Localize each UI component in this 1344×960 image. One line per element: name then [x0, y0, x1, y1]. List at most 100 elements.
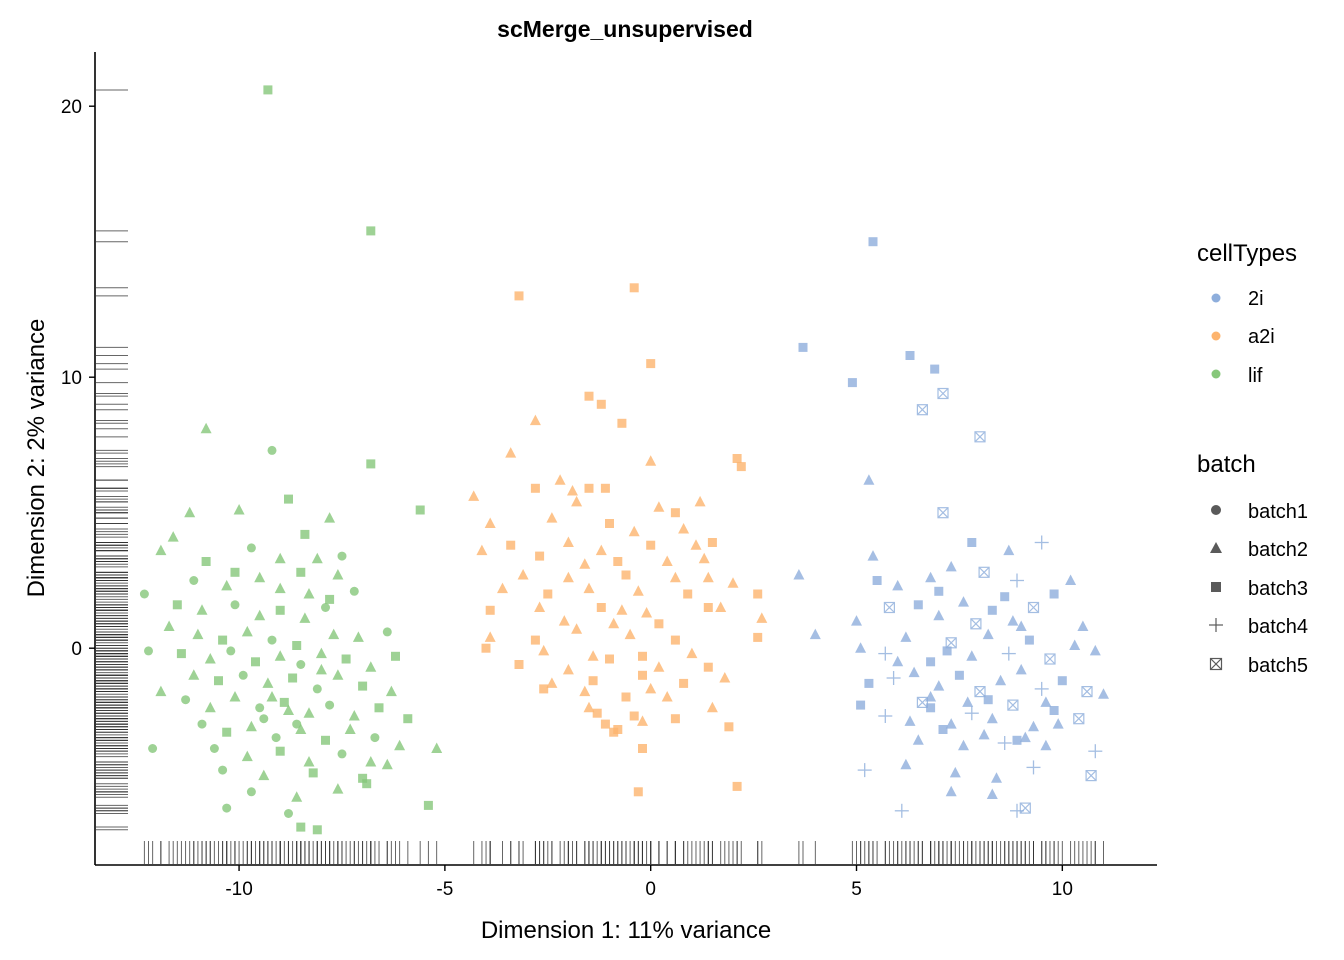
point-2i-plus [1026, 760, 1041, 775]
point-2i-plus [886, 671, 901, 685]
point-lif-triangle [196, 604, 208, 615]
point-2i-boxx [945, 637, 957, 649]
point-lif-circle [209, 744, 219, 753]
point-a2i-triangle [645, 455, 657, 466]
point-2i-boxx [1019, 802, 1031, 814]
point-2i-plus [1010, 573, 1024, 588]
point-lif-triangle [262, 677, 274, 688]
point-lif-square [176, 649, 186, 659]
point-lif-circle [292, 719, 302, 729]
point-a2i-square [588, 676, 598, 686]
point-2i-plus [997, 736, 1012, 750]
point-a2i-square [732, 454, 742, 463]
point-a2i-triangle [505, 447, 517, 458]
point-a2i-square [670, 635, 680, 645]
point-a2i-triangle [534, 601, 546, 612]
point-a2i-square [600, 719, 610, 729]
point-a2i-triangle [587, 650, 599, 661]
legend-label-batch1: batch1 [1248, 501, 1308, 523]
point-a2i-square [596, 603, 606, 612]
point-lif-triangle [241, 750, 253, 762]
point-lif-triangle [352, 631, 364, 642]
legend-swatch-lif [1211, 369, 1221, 379]
point-lif-triangle [324, 512, 336, 523]
point-lif-triangle [303, 588, 315, 599]
point-2i-triangle [986, 712, 998, 724]
point-a2i-triangle [756, 612, 768, 623]
x-tick-label: 10 [1052, 879, 1073, 900]
point-lif-square [201, 557, 211, 566]
point-a2i-triangle [484, 631, 496, 642]
point-lif-square [312, 825, 322, 835]
point-lif-square [172, 600, 182, 610]
point-lif-square [218, 635, 228, 645]
point-2i-square [1057, 676, 1067, 686]
point-a2i-triangle [616, 604, 628, 615]
point-a2i-triangle [694, 495, 706, 507]
point-lif-circle [222, 803, 232, 813]
point-2i-plus [964, 706, 979, 721]
point-lif-triangle [184, 506, 196, 518]
point-2i-square [987, 605, 997, 615]
point-2i-plus [878, 709, 893, 723]
point-lif-triangle [303, 756, 315, 767]
point-lif-triangle [221, 579, 233, 591]
point-2i-boxx [916, 404, 929, 416]
point-2i-triangle [793, 569, 805, 580]
point-2i-boxx [1085, 769, 1097, 782]
point-a2i-triangle [608, 617, 620, 629]
legend-label-lif: lif [1248, 365, 1263, 387]
point-a2i-square [679, 678, 689, 688]
point-lif-triangle [274, 552, 286, 564]
point-lif-triangle [163, 620, 175, 631]
point-2i-square [868, 237, 878, 247]
point-lif-triangle [200, 422, 212, 434]
point-a2i-square [514, 660, 524, 669]
point-lif-triangle [315, 663, 327, 675]
point-a2i-square [732, 781, 742, 791]
point-2i-triangle [1069, 639, 1081, 650]
point-lif-circle [337, 551, 347, 561]
point-lif-triangle [365, 756, 377, 767]
point-lif-square [296, 567, 306, 577]
point-lif-square [275, 746, 285, 756]
legend-celltypes: cellTypes 2i a2i lif [1197, 240, 1297, 387]
point-lif-square [296, 822, 306, 832]
point-2i-triangle [892, 655, 904, 667]
point-lif-circle [284, 809, 293, 818]
point-a2i-square [596, 399, 606, 409]
point-lif-square [362, 779, 372, 789]
point-a2i-square [621, 692, 631, 702]
point-a2i-triangle [641, 607, 653, 618]
point-2i-triangle [867, 550, 879, 561]
point-a2i-square [485, 605, 495, 615]
point-2i-triangle [925, 571, 937, 583]
point-lif-circle [181, 695, 191, 705]
point-lif-triangle [291, 791, 303, 802]
point-lif-circle [246, 543, 256, 553]
point-lif-square [279, 697, 289, 707]
point-lif-circle [230, 600, 240, 610]
y-tick-label: 10 [61, 368, 82, 389]
point-lif-circle [321, 603, 330, 612]
point-2i-triangle [945, 560, 957, 572]
point-lif-triangle [155, 544, 167, 556]
point-a2i-square [646, 359, 656, 369]
point-a2i-triangle [583, 582, 595, 594]
point-lif-triangle [348, 710, 360, 721]
y-axis-ticks: 0 10 20 [61, 97, 95, 660]
point-2i-triangle [978, 728, 990, 740]
point-a2i-triangle [497, 582, 508, 594]
point-2i-boxx [974, 431, 986, 443]
legend-label-a2i: a2i [1248, 326, 1275, 348]
point-a2i-square [506, 540, 516, 550]
point-lif-circle [144, 646, 153, 656]
point-a2i-square [584, 483, 594, 493]
point-a2i-triangle [595, 544, 607, 556]
point-a2i-square [481, 643, 491, 653]
x-tick-label: -5 [436, 879, 453, 900]
point-a2i-square [629, 283, 639, 293]
point-a2i-triangle [562, 571, 574, 583]
point-lif-triangle [332, 783, 344, 794]
